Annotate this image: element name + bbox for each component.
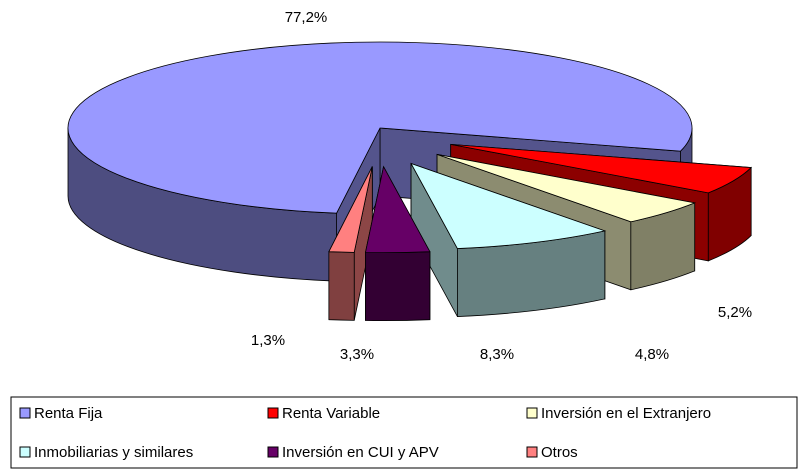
legend-swatch bbox=[267, 407, 279, 419]
slice bbox=[364, 165, 431, 322]
slice bbox=[410, 162, 607, 317]
slice-top bbox=[450, 143, 753, 194]
data-label: 1,3% bbox=[251, 332, 285, 349]
legend-swatch bbox=[526, 446, 538, 458]
legend-label: Inversión en el Extranjero bbox=[541, 405, 711, 422]
data-label: 8,3% bbox=[480, 346, 514, 363]
legend-swatch bbox=[19, 446, 31, 458]
legend-label: Inmobiliarias y similares bbox=[34, 444, 193, 461]
legend-label: Renta Fija bbox=[34, 405, 103, 422]
data-label: 5,2% bbox=[718, 304, 752, 321]
slice-top bbox=[436, 153, 697, 223]
slice-top bbox=[364, 165, 431, 254]
legend-label: Renta Variable bbox=[282, 405, 380, 422]
slice-wall bbox=[328, 251, 355, 321]
legend-swatch bbox=[526, 407, 538, 419]
legend-box bbox=[10, 396, 798, 469]
legend-label: Otros bbox=[541, 444, 578, 461]
slice bbox=[328, 166, 373, 321]
data-label: 77,2% bbox=[285, 9, 328, 26]
slice-wall bbox=[365, 251, 431, 322]
slice-top bbox=[67, 41, 693, 214]
legend-swatch bbox=[267, 446, 279, 458]
slice-top bbox=[410, 162, 607, 249]
slice-top bbox=[328, 166, 373, 253]
data-label: 3,3% bbox=[340, 346, 374, 363]
legend-swatch bbox=[19, 407, 31, 419]
legend-label: Inversión en CUI y APV bbox=[282, 444, 439, 461]
data-label: 4,8% bbox=[635, 346, 669, 363]
